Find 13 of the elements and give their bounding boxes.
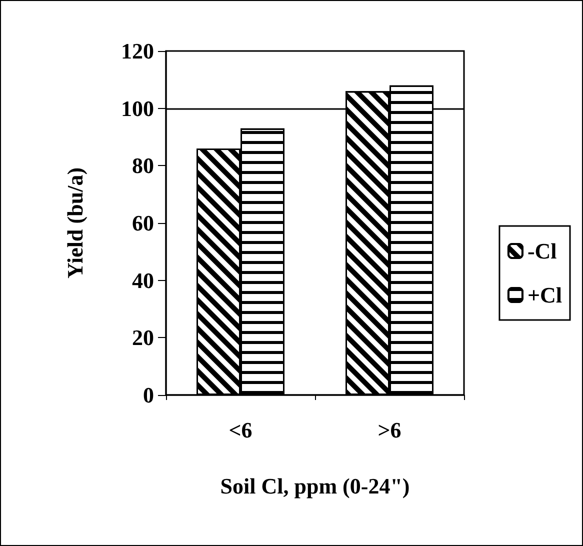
x-axis-title: Soil Cl, ppm (0-24") [220,474,410,498]
y-tick-label: 40 [132,268,154,293]
legend-label: -Cl [527,238,557,264]
y-tick-label: 20 [132,325,154,350]
y-tick-label: 60 [132,210,154,236]
x-tick-label: <6 [228,418,252,442]
y-tick-label: 0 [143,382,154,408]
x-tick-label: >6 [378,418,402,442]
y-axis-title: Yield (bu/a) [62,167,88,279]
y-tick-label: 100 [121,96,154,121]
y-tick-label: 120 [121,38,154,64]
legend-label: +Cl [527,282,562,308]
y-tick-label: 80 [132,153,154,178]
